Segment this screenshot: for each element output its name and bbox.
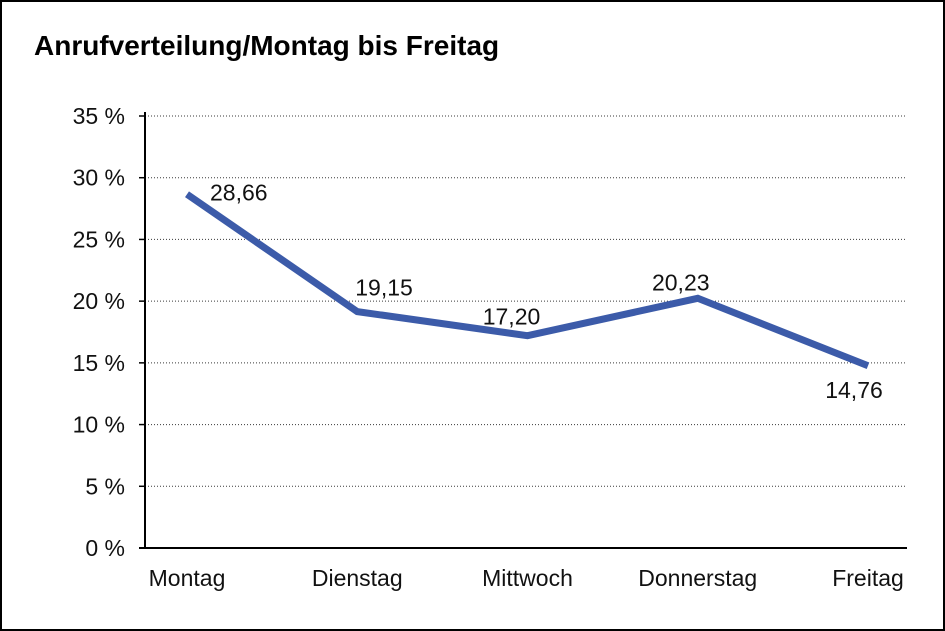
x-category-label: Dienstag [312,565,403,591]
x-category-label: Donnerstag [638,565,757,591]
x-category-label: Freitag [832,565,904,591]
data-point-label: 14,76 [825,377,883,403]
y-tick-label: 5 % [85,473,125,499]
y-tick-label: 20 % [73,288,125,314]
data-point-label: 19,15 [355,275,413,301]
y-tick-label: 10 % [73,412,125,438]
y-tick-label: 0 % [85,535,125,561]
y-tick-label: 15 % [73,350,125,376]
y-tick-label: 30 % [73,165,125,191]
y-tick-label: 35 % [73,103,125,129]
data-point-label: 28,66 [210,179,268,205]
x-category-label: Mittwoch [482,565,573,591]
data-point-label: 20,23 [652,269,710,295]
chart-title: Anrufverteilung/Montag bis Freitag [34,30,500,61]
y-tick-label: 25 % [73,226,125,252]
data-series-line [185,191,870,370]
data-point-label: 17,20 [483,304,541,330]
x-category-label: Montag [149,565,226,591]
